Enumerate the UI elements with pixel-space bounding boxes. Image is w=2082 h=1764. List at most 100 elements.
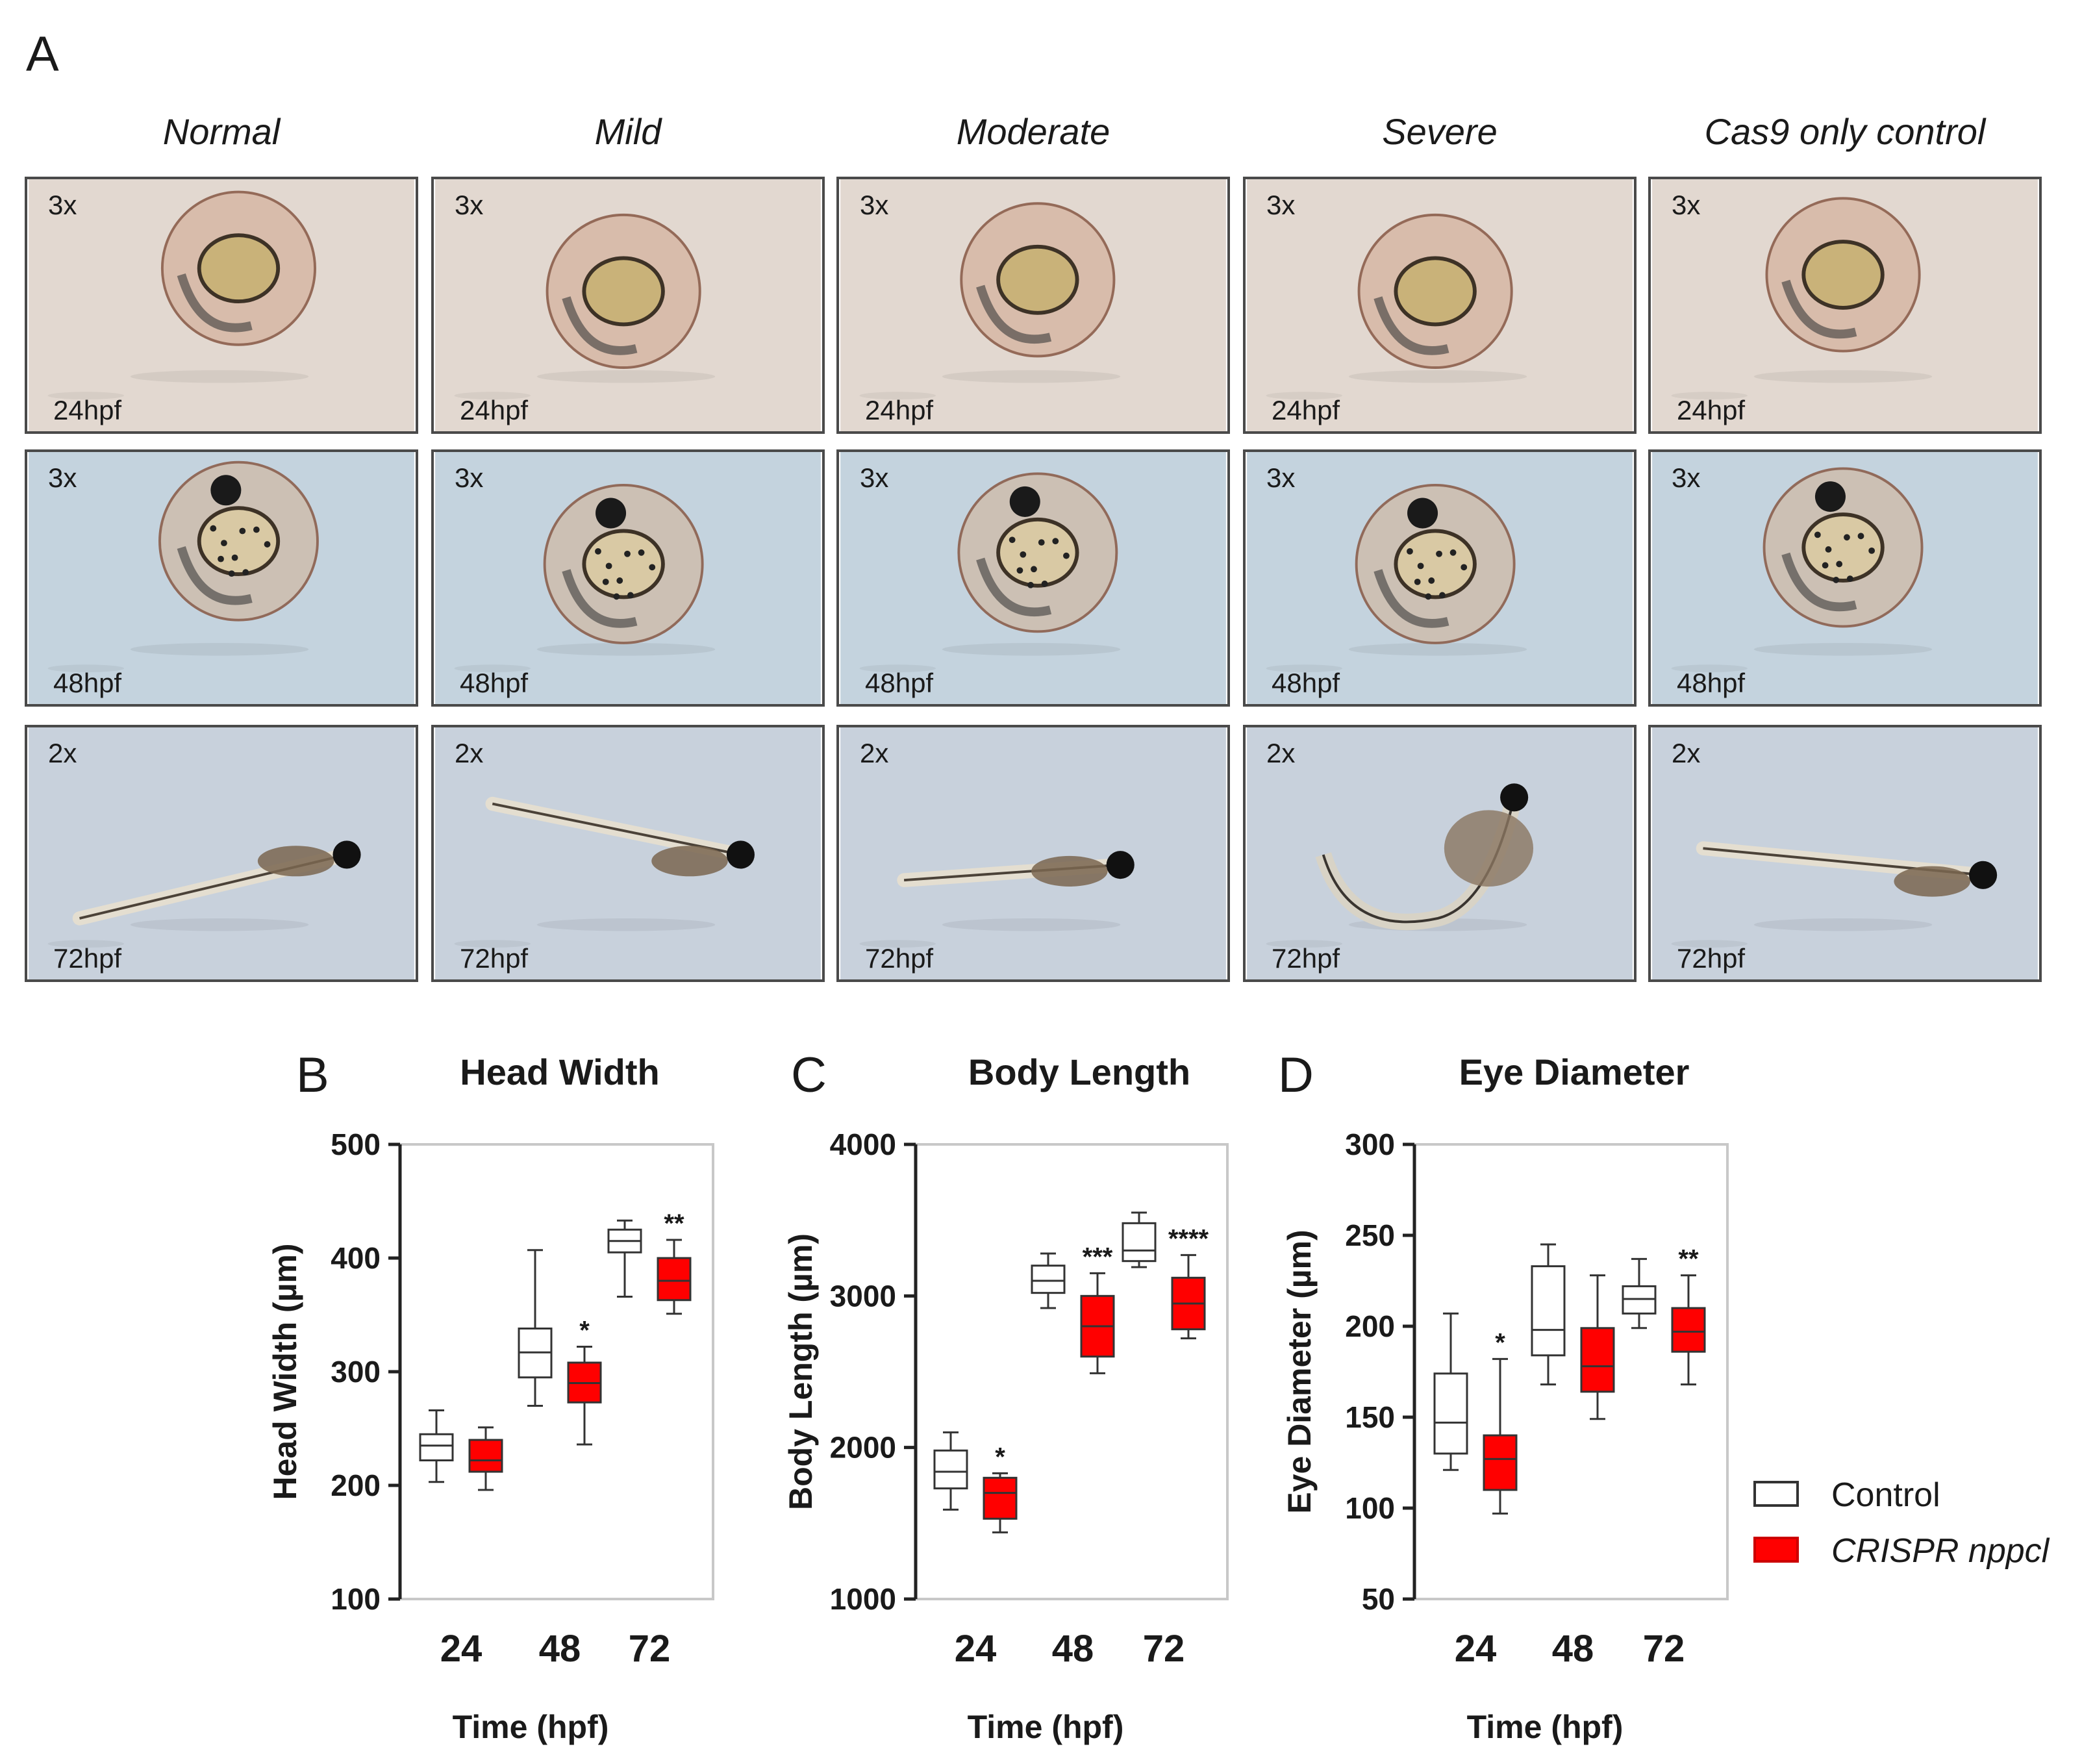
- magnification-label: 3x: [860, 462, 889, 493]
- stage-label: 72hpf: [1272, 943, 1340, 974]
- body-length-significance-marker: ***: [1083, 1242, 1113, 1271]
- body-length-box-control: [1122, 1222, 1157, 1263]
- chart-title-head-width: Head Width: [460, 1052, 660, 1092]
- magnification-label: 3x: [860, 190, 889, 220]
- magnification-label: 2x: [1672, 738, 1701, 768]
- body-length-box-control: [1031, 1265, 1066, 1294]
- magnification-label: 2x: [860, 738, 889, 768]
- magnification-label: 3x: [455, 190, 484, 220]
- column-label-moderate: Moderate: [956, 111, 1110, 152]
- body-length-x-axis-label: Time (hpf): [968, 1709, 1124, 1745]
- stage-label: 72hpf: [865, 943, 934, 974]
- eye-diameter-y-tick-label: 200: [1345, 1309, 1395, 1343]
- eye-diameter-box-crispr: [1671, 1307, 1706, 1353]
- embryo-photo: [1247, 452, 1633, 704]
- embryo-photo: [840, 727, 1226, 979]
- eye-diameter-x-tick-label: 72: [1643, 1628, 1685, 1670]
- embryo-image-cas9-only-control-48hpf: 3x 48hpf: [1648, 449, 2042, 707]
- head-width-y-tick-label: 300: [331, 1355, 381, 1389]
- panel-letter-d: D: [1278, 1048, 1314, 1103]
- embryo-image-severe-72hpf: 2x 72hpf: [1243, 725, 1637, 982]
- head-width-x-tick-label: 48: [539, 1628, 581, 1670]
- body-length-box-crispr: [983, 1476, 1018, 1520]
- embryo-photo: [435, 727, 821, 979]
- embryo-photo: [1652, 179, 2038, 431]
- stage-label: 48hpf: [1677, 668, 1746, 698]
- embryo-image-moderate-72hpf: 2x 72hpf: [836, 725, 1230, 982]
- body-length-plot-frame: [914, 1143, 1229, 1600]
- magnification-label: 3x: [1266, 190, 1296, 220]
- panel-letter-a: A: [26, 27, 59, 82]
- eye-diameter-significance-marker: *: [1495, 1328, 1505, 1357]
- magnification-label: 2x: [48, 738, 77, 768]
- embryo-image-cas9-only-control-24hpf: 3x 24hpf: [1648, 177, 2042, 434]
- magnification-label: 2x: [455, 738, 484, 768]
- eye-diameter-x-tick-label: 48: [1552, 1628, 1594, 1670]
- embryo-photo: [29, 452, 414, 704]
- head-width-significance-marker: **: [664, 1209, 684, 1238]
- eye-diameter-y-tick-label: 100: [1345, 1491, 1395, 1525]
- body-length-x-tick-label: 72: [1143, 1628, 1185, 1670]
- panel-letter-b: B: [296, 1048, 329, 1103]
- head-width-significance-marker: *: [579, 1317, 590, 1345]
- embryo-photo: [435, 452, 821, 704]
- magnification-label: 3x: [48, 190, 77, 220]
- stage-label: 24hpf: [53, 395, 122, 425]
- stage-label: 24hpf: [1677, 395, 1746, 425]
- body-length-significance-marker: *: [995, 1443, 1005, 1471]
- chart-title-eye-diameter: Eye Diameter: [1459, 1052, 1690, 1092]
- magnification-label: 3x: [48, 462, 77, 493]
- eye-diameter-box-crispr: [1483, 1434, 1518, 1491]
- head-width-box-control: [419, 1433, 454, 1461]
- embryo-photo: [1652, 727, 2038, 979]
- magnification-label: 2x: [1266, 738, 1296, 768]
- embryo-image-moderate-48hpf: 3x 48hpf: [836, 449, 1230, 707]
- legend-label-control: Control: [1831, 1476, 1940, 1514]
- stage-label: 48hpf: [1272, 668, 1340, 698]
- head-width-y-tick-label: 100: [331, 1582, 381, 1616]
- legend: Control CRISPR nppcl: [1753, 1474, 2065, 1582]
- embryo-image-moderate-24hpf: 3x 24hpf: [836, 177, 1230, 434]
- head-width-y-tick-label: 400: [331, 1241, 381, 1275]
- embryo-image-mild-72hpf: 2x 72hpf: [431, 725, 825, 982]
- column-label-severe: Severe: [1382, 111, 1498, 152]
- magnification-label: 3x: [1672, 190, 1701, 220]
- stage-label: 24hpf: [865, 395, 934, 425]
- column-label-normal: Normal: [162, 111, 281, 152]
- eye-diameter-box-crispr: [1580, 1327, 1615, 1393]
- body-length-y-tick-label: 2000: [830, 1431, 896, 1465]
- eye-diameter-y-tick-label: 250: [1345, 1218, 1395, 1252]
- eye-diameter-x-tick-label: 24: [1455, 1628, 1497, 1670]
- body-length-y-tick-label: 3000: [830, 1279, 896, 1313]
- embryo-photo: [1247, 179, 1633, 431]
- embryo-photo: [29, 727, 414, 979]
- embryo-image-normal-72hpf: 2x 72hpf: [25, 725, 418, 982]
- head-width-box-crispr: [468, 1439, 503, 1473]
- legend-item-control: Control: [1753, 1474, 2065, 1526]
- head-width-x-tick-label: 24: [440, 1628, 483, 1670]
- body-length-box-control: [933, 1449, 968, 1490]
- stage-label: 48hpf: [865, 668, 934, 698]
- head-width-x-tick-label: 72: [629, 1628, 671, 1670]
- embryo-image-severe-24hpf: 3x 24hpf: [1243, 177, 1637, 434]
- embryo-photo: [29, 179, 414, 431]
- legend-label-crispr: CRISPR nppcl: [1831, 1532, 2050, 1570]
- magnification-label: 3x: [1266, 462, 1296, 493]
- head-width-y-tick-label: 200: [331, 1468, 381, 1502]
- embryo-image-cas9-only-control-72hpf: 2x 72hpf: [1648, 725, 2042, 982]
- column-label-mild: Mild: [594, 111, 662, 152]
- legend-item-crispr: CRISPR nppcl: [1753, 1530, 2065, 1582]
- head-width-x-axis-label: Time (hpf): [453, 1709, 609, 1745]
- body-length-significance-marker: ****: [1168, 1224, 1209, 1253]
- embryo-photo: [1652, 452, 2038, 704]
- stage-label: 72hpf: [460, 943, 529, 974]
- embryo-image-normal-48hpf: 3x 48hpf: [25, 449, 418, 707]
- chart-title-body-length: Body Length: [968, 1052, 1191, 1092]
- stage-label: 48hpf: [460, 668, 529, 698]
- head-width-y-axis-label: Head Width (µm): [267, 1244, 303, 1500]
- body-length-y-tick-label: 4000: [830, 1128, 896, 1161]
- embryo-image-normal-24hpf: 3x 24hpf: [25, 177, 418, 434]
- eye-diameter-y-axis-label: Eye Diameter (µm): [1281, 1229, 1318, 1513]
- embryo-photo: [840, 452, 1226, 704]
